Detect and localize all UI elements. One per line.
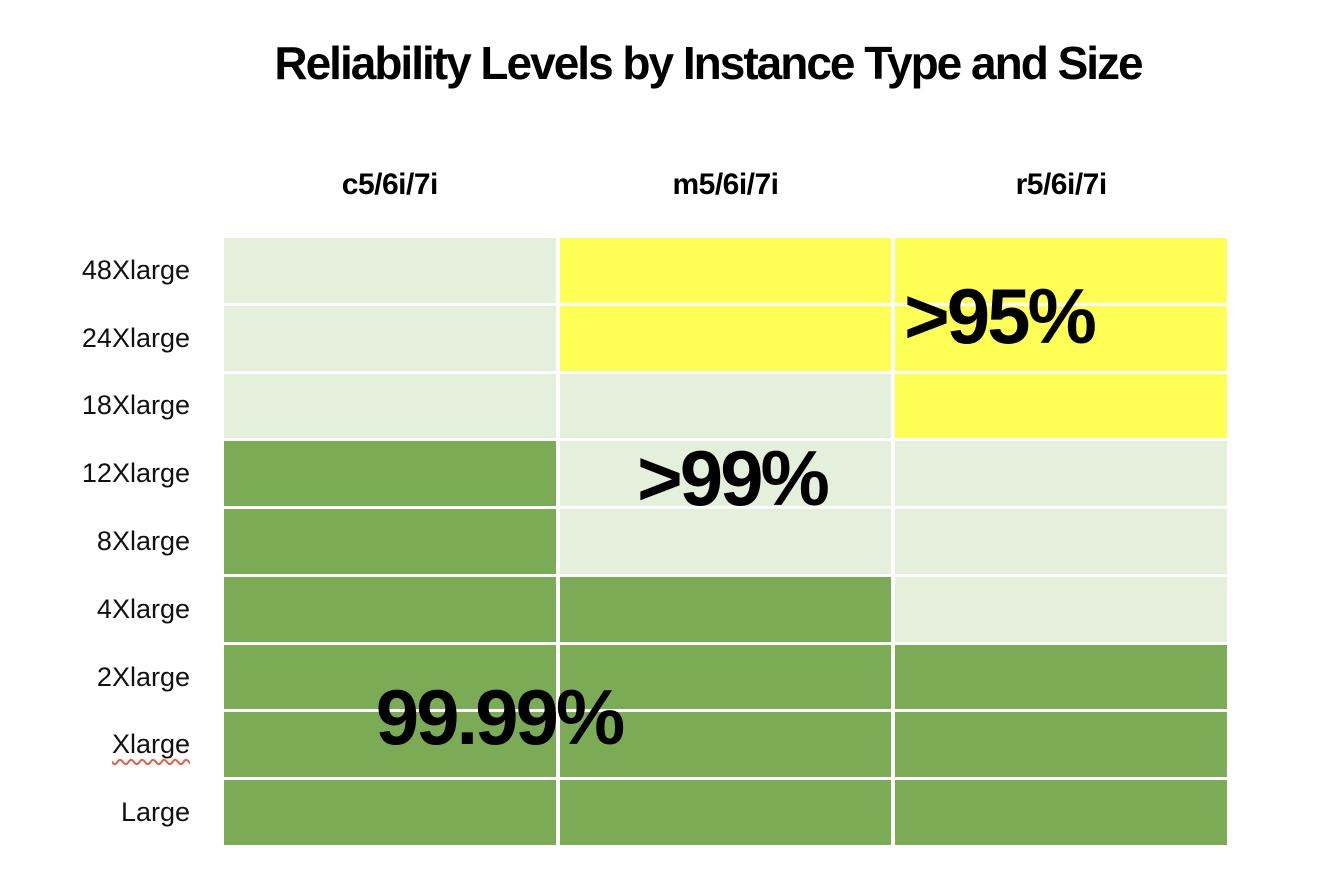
heatmap-cell bbox=[224, 780, 556, 845]
heatmap-cell bbox=[895, 509, 1227, 574]
heatmap-cell bbox=[895, 441, 1227, 507]
heatmap-cell bbox=[559, 373, 892, 439]
heatmap-cell bbox=[224, 305, 556, 371]
row-label: 4Xlarge bbox=[96, 593, 190, 624]
column-header-r5: r5/6i/7i bbox=[1015, 168, 1108, 201]
row-label: Large bbox=[120, 797, 190, 828]
heatmap-cell bbox=[559, 441, 892, 507]
heatmap-cell bbox=[559, 712, 892, 778]
heatmap-cell bbox=[559, 509, 892, 574]
overlay-label-99: >99% bbox=[637, 434, 830, 522]
heatmap-cell bbox=[559, 576, 892, 642]
heatmap-cell bbox=[895, 305, 1227, 371]
chart-title: Reliability Levels by Instance Type and … bbox=[274, 37, 1143, 89]
heatmap-cell bbox=[224, 576, 556, 642]
heatmap-cell bbox=[224, 644, 556, 710]
heatmap-cell bbox=[224, 373, 556, 439]
row-label: 8Xlarge bbox=[96, 525, 190, 556]
overlay-label-95: >95% bbox=[904, 272, 1097, 360]
heatmap-cell bbox=[895, 644, 1227, 710]
heatmap-cell bbox=[895, 373, 1227, 439]
heatmap-cell bbox=[895, 576, 1227, 642]
heatmap-cell bbox=[224, 441, 556, 507]
heatmap-cell bbox=[559, 780, 892, 845]
row-label: 24Xlarge bbox=[81, 322, 190, 353]
heatmap-cell bbox=[895, 712, 1227, 778]
overlay-label-9999: 99.99% bbox=[375, 673, 626, 761]
heatmap-grid bbox=[224, 238, 1227, 845]
column-header-m5: m5/6i/7i bbox=[672, 168, 779, 201]
row-label: 18Xlarge bbox=[81, 390, 190, 421]
heatmap-cell bbox=[559, 644, 892, 710]
row-label: 48Xlarge bbox=[81, 254, 190, 285]
heatmap-cell bbox=[559, 238, 892, 303]
row-label: Xlarge bbox=[111, 729, 190, 760]
heatmap-cell bbox=[224, 238, 556, 303]
column-header-c5: c5/6i/7i bbox=[341, 168, 439, 201]
heatmap-cell bbox=[224, 509, 556, 574]
heatmap-cell bbox=[559, 305, 892, 371]
row-label: 2Xlarge bbox=[96, 661, 190, 692]
heatmap-cell bbox=[895, 238, 1227, 303]
heatmap-cell bbox=[895, 780, 1227, 845]
row-label: 12Xlarge bbox=[81, 458, 190, 489]
row-labels: 48Xlarge 24Xlarge 18Xlarge 12Xlarge 8Xlarge 4… bbox=[0, 238, 190, 845]
heatmap-cell bbox=[224, 712, 556, 778]
column-headers: c5/6i/7i m5/6i/7i r5/6i/7i bbox=[224, 168, 1227, 208]
